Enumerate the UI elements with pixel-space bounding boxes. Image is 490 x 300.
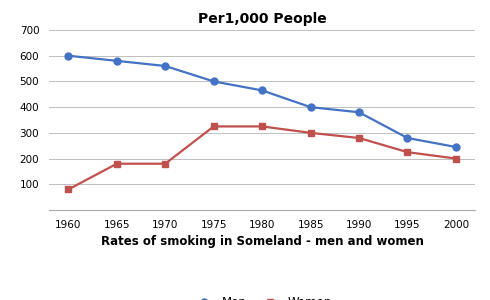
Line: Women: Women [66,124,459,192]
Men [259,88,265,92]
Men [405,136,411,140]
Women [259,124,265,128]
Women [211,124,217,128]
Men [356,110,362,114]
Women [66,188,72,191]
Legend: Men, Women: Men, Women [188,292,337,300]
Women [162,162,168,166]
Men [162,64,168,68]
Women [405,150,411,154]
X-axis label: Rates of smoking in Someland - men and women: Rates of smoking in Someland - men and w… [101,235,423,248]
Men [114,59,120,63]
Women [356,136,362,140]
Women [453,157,459,160]
Men [66,54,72,58]
Men [211,80,217,83]
Title: Per1,000 People: Per1,000 People [198,12,326,26]
Women [308,131,314,135]
Men [453,145,459,149]
Women [114,162,120,166]
Men [308,105,314,109]
Line: Men: Men [65,52,460,151]
